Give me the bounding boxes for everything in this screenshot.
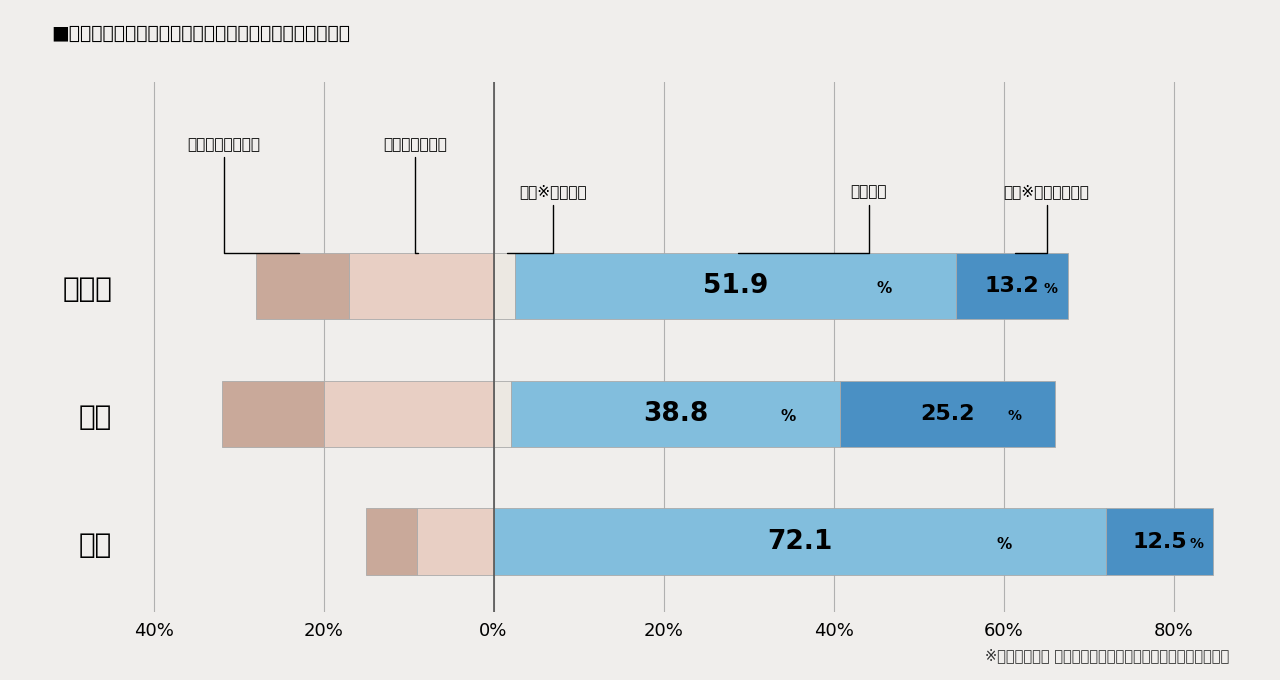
Text: 72.1: 72.1 (767, 529, 833, 555)
Bar (956, 253, 1069, 320)
Text: 12.5: 12.5 (1133, 532, 1187, 551)
Bar (366, 509, 417, 575)
Text: 行動維持: 行動維持 (739, 184, 887, 253)
Bar (515, 253, 956, 320)
Text: 25.2: 25.2 (920, 404, 975, 424)
Text: 13.2: 13.2 (984, 276, 1039, 296)
Text: ※導入初期と６ か月後アンケート、両方の有効回答のみ集計: ※導入初期と６ か月後アンケート、両方の有効回答のみ集計 (984, 648, 1229, 663)
Bar (494, 509, 1106, 575)
Bar (417, 509, 494, 575)
Text: 向上※行動なし: 向上※行動なし (507, 184, 586, 253)
Bar (256, 253, 349, 320)
Text: 51.9: 51.9 (703, 273, 768, 299)
Text: %: % (1043, 282, 1057, 296)
Text: %: % (996, 537, 1011, 551)
Text: %: % (877, 281, 892, 296)
Bar (841, 381, 1055, 447)
Bar (221, 381, 324, 447)
Text: 行動がなくなった: 行動がなくなった (187, 137, 300, 253)
Bar (494, 381, 511, 447)
Text: 向上※行動に移せた: 向上※行動に移せた (1004, 184, 1089, 253)
Bar (324, 381, 494, 447)
Text: %: % (1189, 537, 1203, 551)
Bar (349, 253, 494, 320)
Text: ■活動量・食事・交流別　半年間の行動の維持・増加状況: ■活動量・食事・交流別 半年間の行動の維持・増加状況 (51, 24, 351, 43)
Bar (494, 253, 515, 320)
Bar (511, 381, 841, 447)
Text: 行動なしで停滞: 行動なしで停滞 (383, 137, 447, 253)
Text: 38.8: 38.8 (643, 401, 708, 427)
Text: %: % (1007, 409, 1021, 424)
Bar (1106, 509, 1212, 575)
Text: %: % (781, 409, 796, 424)
